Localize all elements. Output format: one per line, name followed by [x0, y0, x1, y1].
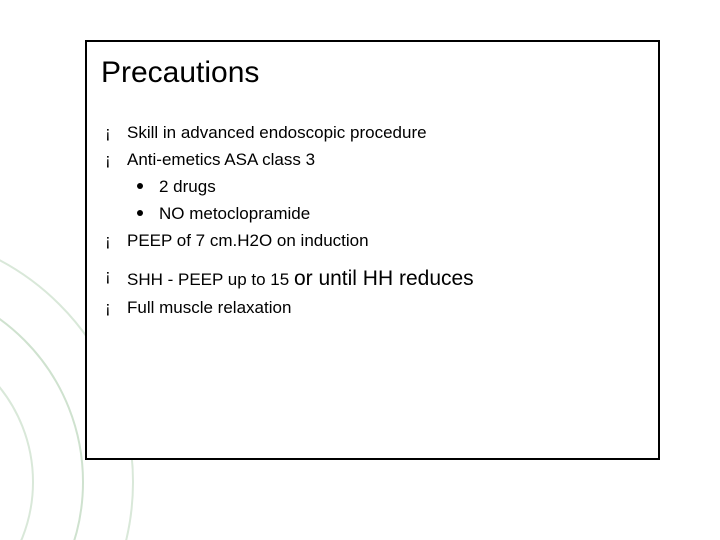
bullet-text: 2 drugs [159, 177, 216, 196]
bullet-level-1: ¡ Full muscle relaxation [105, 297, 648, 320]
slide: Precautions ¡ Skill in advanced endoscopi… [0, 0, 720, 540]
bullet-text: Skill in advanced endoscopic procedure [127, 123, 427, 142]
bullet-level-1: ¡ PEEP of 7 cm.H2O on induction [105, 230, 648, 253]
slide-body: ¡Skill in advanced endoscopic procedure¡… [105, 122, 648, 324]
bullet-text: NO metoclopramide [159, 204, 310, 223]
disc-bullet-icon [137, 210, 143, 216]
hollow-circle-bullet-icon: ¡ [105, 149, 111, 172]
hollow-circle-bullet-icon: ¡ [105, 122, 111, 145]
slide-title: Precautions [101, 56, 259, 90]
spacer [105, 257, 648, 265]
bullet-level-1: ¡ Anti-emetics ASA class 3 [105, 149, 648, 172]
content-box: Precautions ¡ Skill in advanced endoscopi… [85, 40, 660, 460]
disc-bullet-icon [137, 183, 143, 189]
bullet-level-2: 2 drugs [105, 176, 648, 199]
text-segment: or until HH reduces [294, 267, 474, 290]
hollow-circle-bullet-icon: ¡ [105, 297, 111, 320]
hollow-circle-bullet-icon: ¡ [105, 265, 111, 288]
bullet-text: Full muscle relaxation [127, 298, 291, 317]
bullet-text: PEEP of 7 cm.H2O on induction [127, 231, 369, 250]
bullet-level-1: ¡ SHH - PEEP up to 15 or until HH reduces [105, 265, 648, 293]
bullet-text: Anti-emetics ASA class 3 [127, 150, 315, 169]
text-segment: SHH - PEEP up to 15 [127, 270, 294, 289]
bullet-level-1: ¡ Skill in advanced endoscopic procedure [105, 122, 648, 145]
hollow-circle-bullet-icon: ¡ [105, 230, 111, 253]
bullet-level-2: NO metoclopramide [105, 203, 648, 226]
